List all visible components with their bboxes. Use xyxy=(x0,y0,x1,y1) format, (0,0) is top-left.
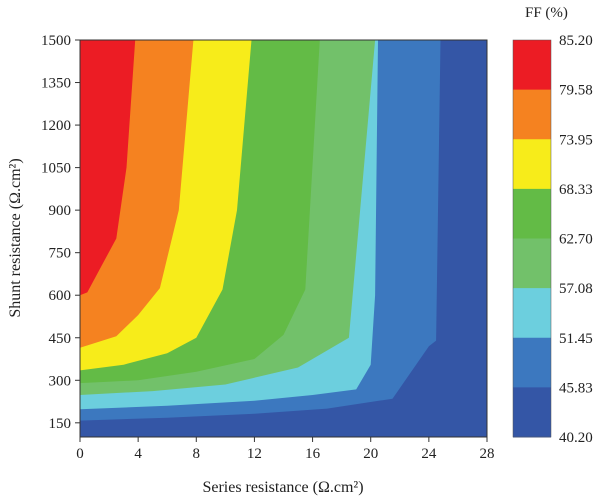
y-tick-label: 1350 xyxy=(41,76,71,92)
colorbar: 85.20 79.58 73.95 68.33 62.70 57.08 51.45 45.83… xyxy=(512,33,593,446)
x-tick-label: 20 xyxy=(363,446,378,462)
y-tick-label: 900 xyxy=(49,203,72,219)
colorbar-swatch xyxy=(513,139,551,190)
colorbar-level-label: 85.20 xyxy=(559,33,593,49)
y-axis-title: Shunt resistance (Ω.cm²) xyxy=(7,158,24,317)
colorbar-frame xyxy=(512,39,552,438)
y-tick-label: 450 xyxy=(49,331,72,347)
y-tick-label: 150 xyxy=(49,416,72,432)
y-tick-label: 1050 xyxy=(41,161,71,177)
colorbar-level-label: 62.70 xyxy=(559,232,593,248)
y-axis: 150 300 450 600 750 900 1050 1200 1350 1500 xyxy=(41,33,80,432)
x-axis-title: Series resistance (Ω.cm²) xyxy=(202,479,363,496)
colorbar-level-label: 40.20 xyxy=(559,430,593,446)
y-tick-label: 750 xyxy=(49,246,72,262)
colorbar-level-label: 45.83 xyxy=(559,380,593,396)
x-axis: 0 4 8 12 16 20 24 28 xyxy=(76,437,495,462)
colorbar-swatch xyxy=(513,288,551,339)
contour-fills xyxy=(80,40,487,437)
colorbar-swatch xyxy=(513,188,551,239)
colorbar-swatch xyxy=(513,89,551,140)
y-tick-label: 1500 xyxy=(41,33,71,49)
colorbar-swatch xyxy=(513,40,551,91)
colorbar-swatch xyxy=(513,337,551,388)
y-tick-label: 600 xyxy=(49,288,72,304)
y-tick-label: 300 xyxy=(49,373,72,389)
colorbar-swatch xyxy=(513,387,551,438)
y-tick-label: 1200 xyxy=(41,118,71,134)
x-tick-label: 24 xyxy=(421,446,437,462)
contour-band-7 xyxy=(80,40,136,437)
colorbar-level-label: 57.08 xyxy=(559,281,593,297)
colorbar-swatch xyxy=(513,238,551,289)
plot-frame xyxy=(79,39,488,438)
x-tick-label: 12 xyxy=(247,446,262,462)
colorbar-level-label: 68.33 xyxy=(559,182,593,198)
colorbar-level-label: 73.95 xyxy=(559,132,593,148)
colorbar-title: FF (%) xyxy=(525,5,568,21)
x-tick-label: 0 xyxy=(76,446,84,462)
x-tick-label: 28 xyxy=(480,446,495,462)
x-tick-label: 16 xyxy=(305,446,321,462)
x-tick-label: 8 xyxy=(193,446,201,462)
x-tick-label: 4 xyxy=(134,446,142,462)
colorbar-level-label: 51.45 xyxy=(559,331,593,347)
colorbar-level-label: 79.58 xyxy=(559,83,593,99)
